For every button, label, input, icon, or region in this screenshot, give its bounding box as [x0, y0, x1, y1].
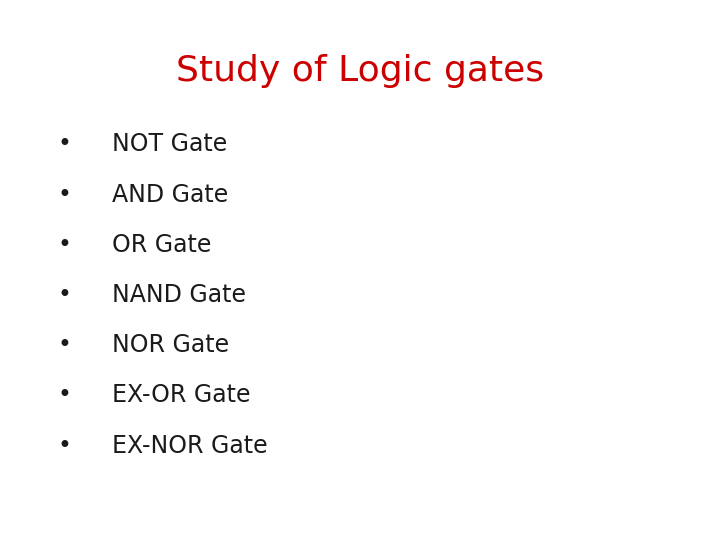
Text: OR Gate: OR Gate	[112, 233, 211, 256]
Text: •: •	[58, 233, 72, 256]
Text: •: •	[58, 283, 72, 307]
Text: NOT Gate: NOT Gate	[112, 132, 227, 156]
Text: EX-NOR Gate: EX-NOR Gate	[112, 434, 267, 457]
Text: •: •	[58, 183, 72, 206]
Text: EX-OR Gate: EX-OR Gate	[112, 383, 250, 407]
Text: Study of Logic gates: Study of Logic gates	[176, 54, 544, 88]
Text: NAND Gate: NAND Gate	[112, 283, 246, 307]
Text: NOR Gate: NOR Gate	[112, 333, 229, 357]
Text: •: •	[58, 383, 72, 407]
Text: •: •	[58, 132, 72, 156]
Text: •: •	[58, 333, 72, 357]
Text: AND Gate: AND Gate	[112, 183, 228, 206]
Text: •: •	[58, 434, 72, 457]
